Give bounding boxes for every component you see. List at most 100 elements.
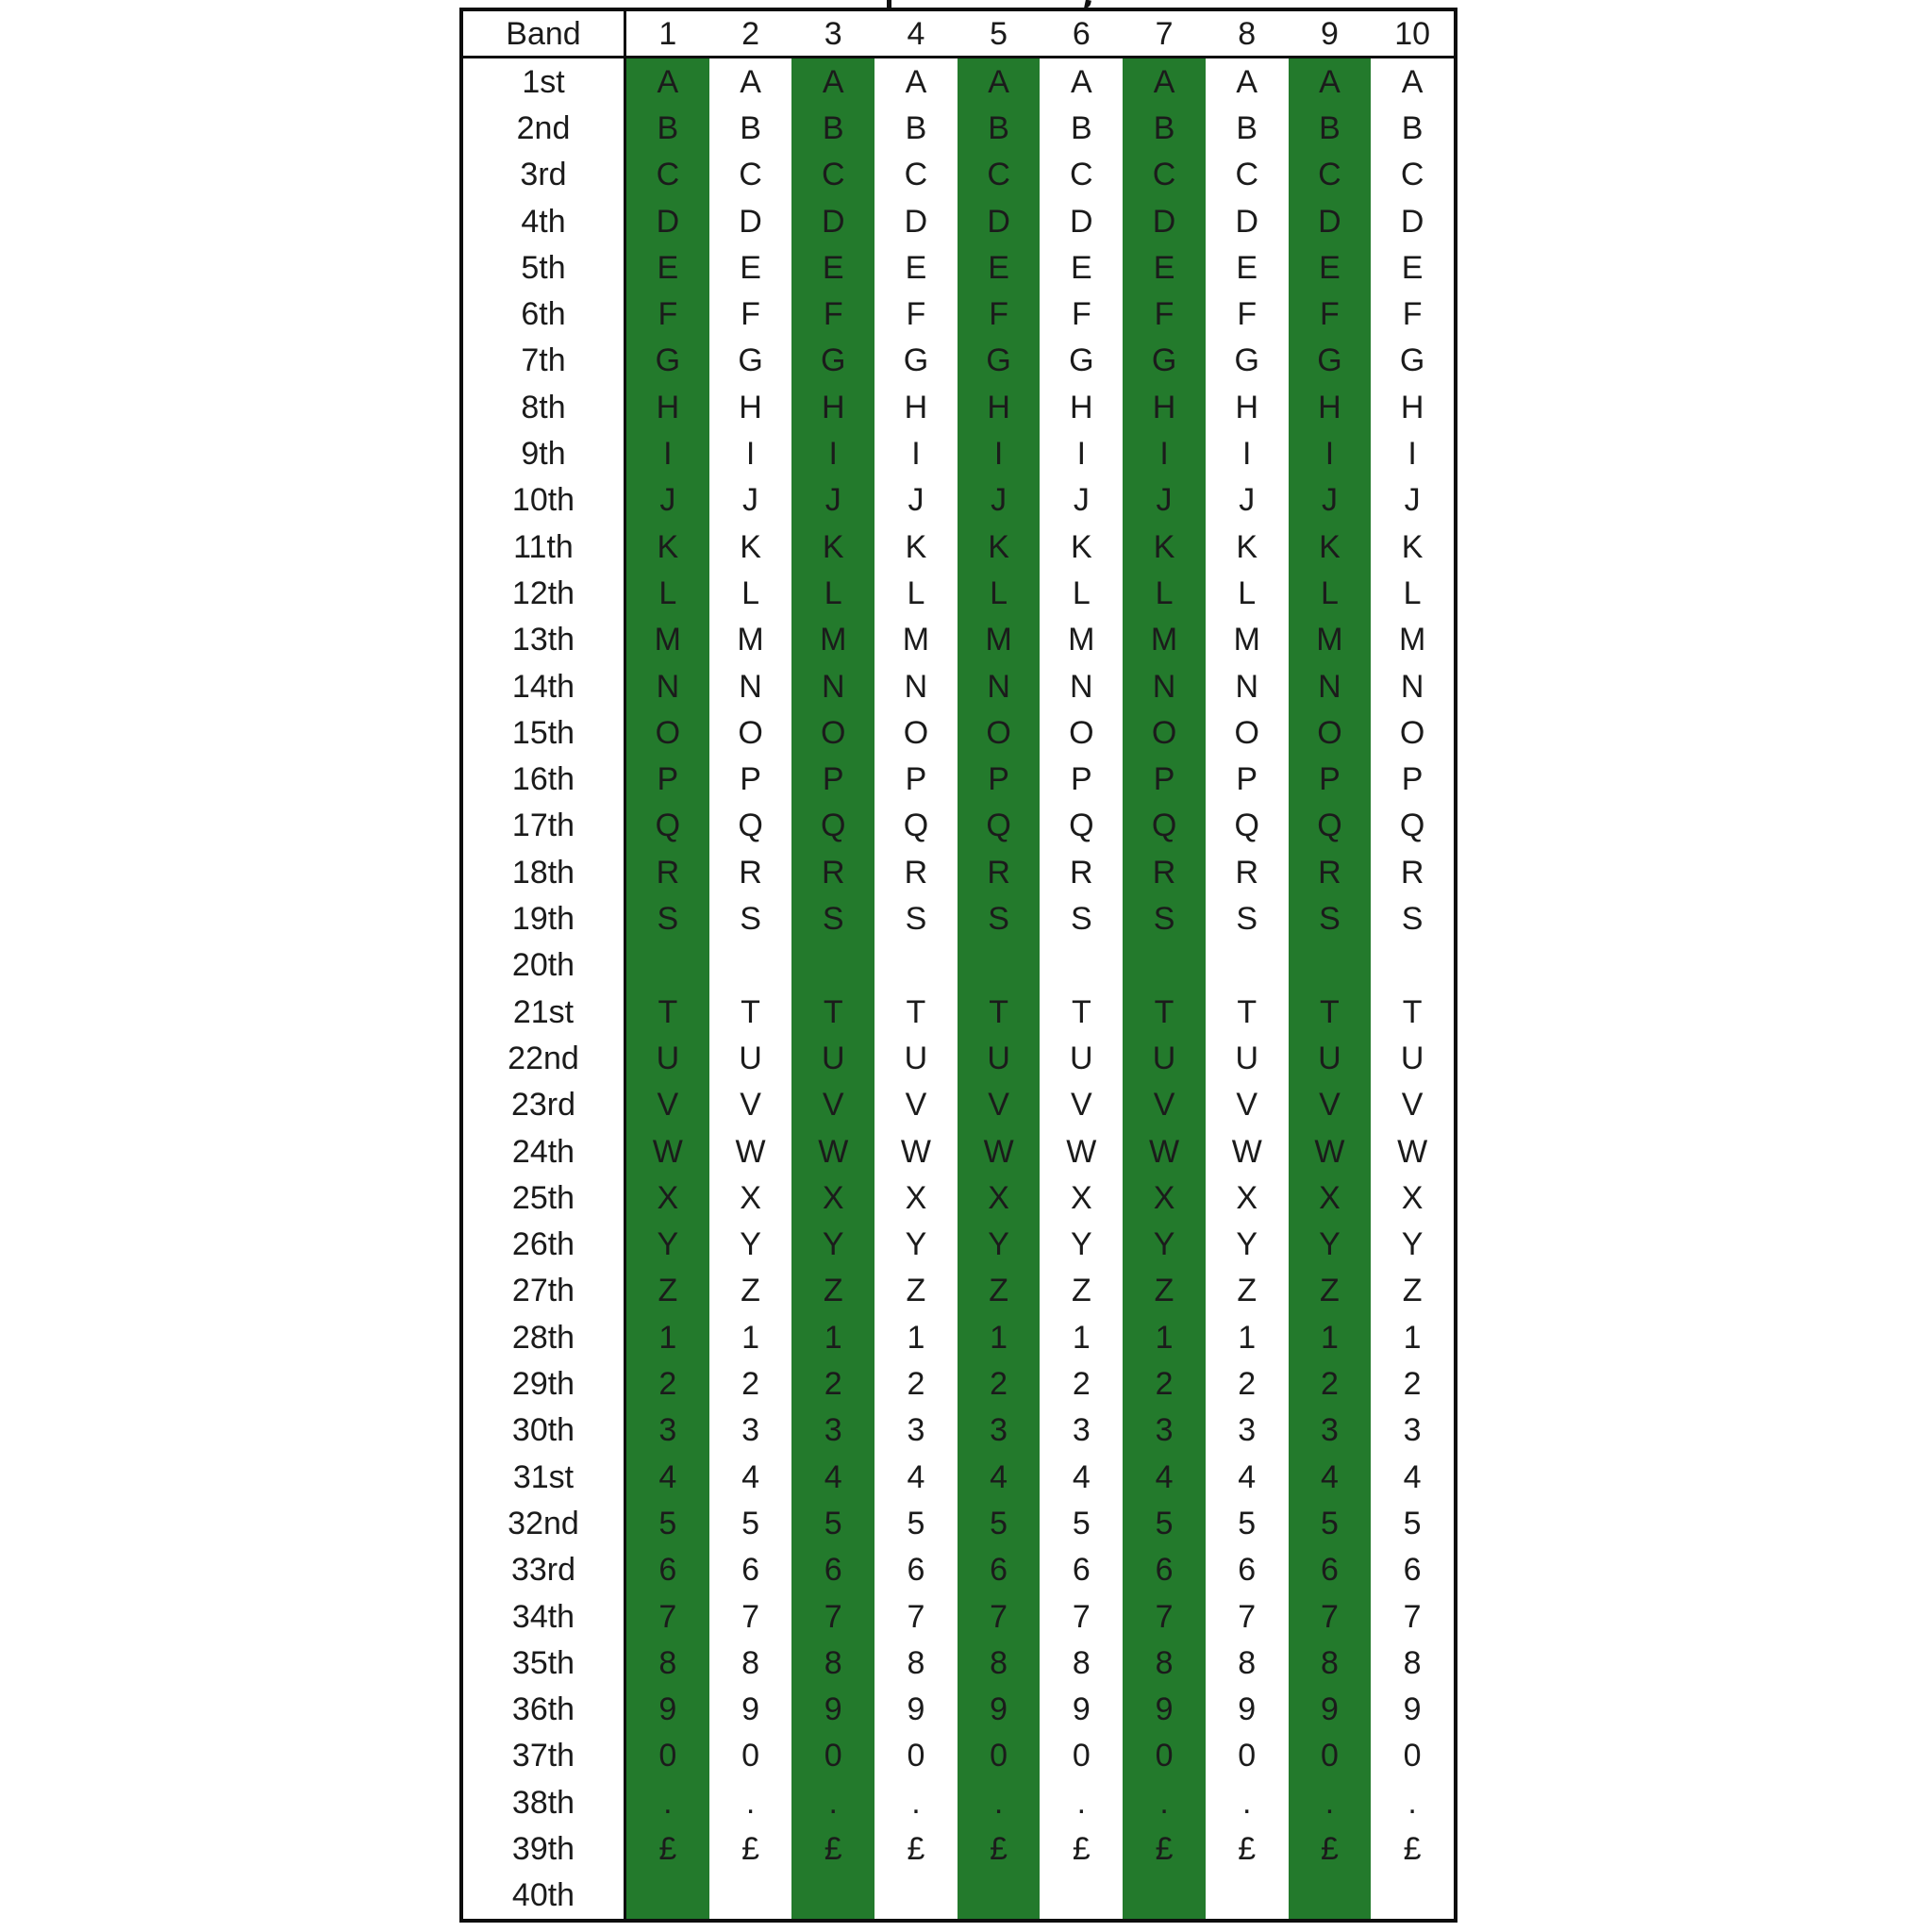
char-cell: £ <box>1072 1831 1091 1868</box>
char-cell <box>791 941 875 989</box>
band-character-table: Band 1 2 3 4 5 6 7 8 9 10 1st A A A A A A A A A A 2nd B B B B B B B… <box>459 8 1457 1923</box>
char-cell: J <box>957 476 1041 524</box>
char-cell: P <box>957 756 1041 803</box>
char-cell: Z <box>1071 1273 1091 1309</box>
char-cell: . <box>1076 1784 1087 1821</box>
char-cell: U <box>904 1040 928 1076</box>
table-row: 31st 4 4 4 4 4 4 4 4 4 4 <box>463 1453 1454 1501</box>
char-cell: Y <box>905 1226 927 1263</box>
char-cell: H <box>1123 384 1206 431</box>
char-cell: C <box>1400 157 1424 193</box>
char-cell: I <box>1242 436 1252 473</box>
char-cell: 1 <box>1403 1319 1422 1356</box>
char-cell: K <box>905 528 927 565</box>
char-cell: S <box>740 901 761 938</box>
char-cell: 5 <box>626 1500 709 1547</box>
char-cell: 3 <box>741 1412 759 1449</box>
char-cell: 4 <box>791 1453 875 1501</box>
char-cell: 3 <box>957 1407 1041 1454</box>
char-cell: C <box>739 157 762 193</box>
band-row-label: 27th <box>463 1267 626 1315</box>
char-cell: 0 <box>1403 1738 1422 1774</box>
char-cell: Q <box>738 808 763 844</box>
char-cell: R <box>957 849 1041 896</box>
char-cell: K <box>1401 528 1424 565</box>
char-cell: W <box>735 1133 766 1170</box>
char-cell: 9 <box>1072 1691 1091 1728</box>
band-row-label: 33rd <box>463 1546 626 1593</box>
char-cell: V <box>1236 1087 1258 1124</box>
char-cell: P <box>1236 761 1258 798</box>
char-cell: Y <box>1123 1221 1206 1268</box>
char-cell: I <box>745 436 756 473</box>
char-cell: 5 <box>1123 1500 1206 1547</box>
char-cell: A <box>957 58 1041 106</box>
char-cell: 7 <box>1123 1592 1206 1641</box>
band-row-label: 22nd <box>463 1035 626 1082</box>
char-cell: M <box>626 616 709 663</box>
band-row-label: 26th <box>463 1221 626 1268</box>
char-cell: 9 <box>791 1686 875 1733</box>
char-cell: C <box>791 151 875 198</box>
char-cell: F <box>906 296 926 333</box>
char-cell: G <box>791 337 875 385</box>
char-cell: P <box>740 761 761 798</box>
char-cell: A <box>740 63 761 100</box>
char-cell: L <box>1403 575 1422 611</box>
char-cell: 2 <box>626 1360 709 1407</box>
char-cell <box>1123 941 1206 989</box>
char-cell <box>626 941 709 989</box>
char-cell: 8 <box>907 1644 925 1681</box>
char-cell: U <box>1400 1040 1424 1076</box>
char-cell: Q <box>1399 808 1425 844</box>
char-cell: I <box>1123 430 1206 477</box>
char-cell: P <box>905 761 927 798</box>
char-cell: B <box>1070 109 1092 146</box>
char-cell: A <box>1236 63 1258 100</box>
char-cell: H <box>904 389 928 425</box>
char-cell <box>1040 942 1123 989</box>
char-cell: H <box>1070 389 1093 425</box>
char-cell: E <box>1236 249 1258 286</box>
char-cell: 2 <box>791 1360 875 1407</box>
char-cell: Q <box>1234 808 1259 844</box>
char-cell <box>791 1872 875 1919</box>
char-cell: 5 <box>907 1505 925 1541</box>
char-cell: O <box>791 709 875 757</box>
char-cell: D <box>739 203 762 240</box>
char-cell: Q <box>903 808 929 844</box>
char-cell: U <box>1070 1040 1093 1076</box>
column-header-6: 6 <box>1072 15 1091 52</box>
band-row-label: 36th <box>463 1686 626 1733</box>
table-row: 34th 7 7 7 7 7 7 7 7 7 7 <box>463 1592 1454 1641</box>
table-row: 24th W W W W W W W W W W <box>463 1127 1454 1175</box>
char-cell: 9 <box>626 1686 709 1733</box>
char-cell: K <box>740 528 761 565</box>
band-column-header: Band <box>463 11 626 56</box>
table-row: 18th R R R R R R R R R R <box>463 849 1454 896</box>
char-cell: H <box>626 384 709 431</box>
char-cell: 4 <box>1288 1453 1372 1501</box>
char-cell: G <box>1069 342 1094 379</box>
char-cell: 8 <box>626 1640 709 1687</box>
char-cell: G <box>1123 337 1206 385</box>
char-cell: X <box>1123 1174 1206 1222</box>
char-cell: 9 <box>1288 1686 1372 1733</box>
char-cell: 2 <box>1072 1366 1091 1403</box>
char-cell: F <box>626 291 709 338</box>
char-cell: G <box>738 342 763 379</box>
char-cell: L <box>741 575 759 611</box>
table-row: 22nd U U U U U U U U U U <box>463 1035 1454 1082</box>
char-cell: 3 <box>1123 1407 1206 1454</box>
char-cell: M <box>1288 616 1372 663</box>
char-cell: N <box>1235 668 1259 705</box>
char-cell <box>1371 1873 1454 1919</box>
char-cell: S <box>1236 901 1258 938</box>
char-cell: G <box>957 337 1041 385</box>
table-row: 33rd 6 6 6 6 6 6 6 6 6 6 <box>463 1546 1454 1593</box>
char-cell: F <box>741 296 760 333</box>
char-cell: E <box>791 244 875 291</box>
char-cell: R <box>1288 849 1372 896</box>
char-cell: Z <box>906 1273 926 1309</box>
table-row: 35th 8 8 8 8 8 8 8 8 8 8 <box>463 1640 1454 1687</box>
